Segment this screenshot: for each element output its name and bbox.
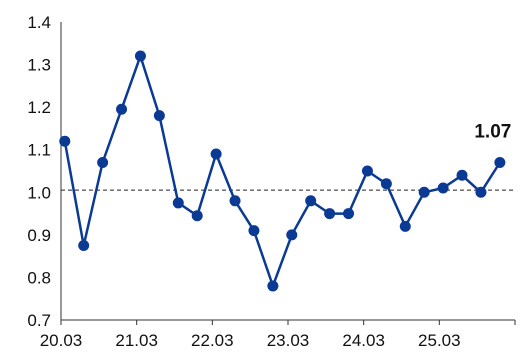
data-point	[399, 220, 411, 232]
data-point	[286, 229, 298, 241]
data-point	[78, 240, 90, 251]
x-tick-label: 25.03	[418, 331, 461, 350]
data-point	[343, 208, 355, 220]
x-axis-tick-labels: 20.03 21.03 22.03 23.03 24.03 25.03	[40, 331, 461, 350]
x-axis-ticks	[60, 320, 516, 325]
data-point	[248, 225, 260, 237]
y-tick-label: 1.0	[27, 183, 51, 202]
data-point	[305, 195, 317, 207]
data-point	[153, 110, 165, 122]
data-point	[134, 50, 146, 62]
y-tick-label: 1.4	[27, 13, 51, 32]
x-tick-label: 20.03	[40, 331, 83, 350]
y-tick-label: 0.8	[27, 268, 51, 287]
x-tick-label: 23.03	[267, 331, 310, 350]
data-point	[97, 156, 109, 168]
data-point	[116, 103, 128, 115]
data-point	[418, 186, 430, 198]
data-point	[191, 210, 203, 222]
y-tick-label: 1.1	[27, 141, 51, 160]
data-point	[456, 169, 468, 181]
x-tick-label: 21.03	[115, 331, 158, 350]
data-point	[172, 197, 184, 209]
data-point	[475, 186, 487, 198]
y-tick-label: 0.9	[27, 226, 51, 245]
y-axis-tick-labels: 0.7 0.8 0.9 1.0 1.1 1.2 1.3 1.4	[27, 13, 51, 330]
series-line	[63, 54, 501, 288]
data-point	[324, 208, 336, 220]
data-point	[361, 165, 373, 177]
data-point	[210, 148, 222, 160]
x-tick-label: 24.03	[342, 331, 385, 350]
data-point	[437, 182, 449, 194]
data-point	[267, 280, 279, 292]
last-value-label: 1.07	[474, 121, 511, 142]
data-point	[59, 135, 71, 147]
x-tick-label: 22.03	[191, 331, 234, 350]
data-point	[494, 156, 506, 168]
y-tick-label: 1.2	[27, 98, 51, 117]
data-point	[229, 195, 241, 207]
y-tick-label: 1.3	[27, 56, 51, 75]
y-tick-label: 0.7	[27, 311, 51, 330]
series-points	[59, 50, 506, 292]
data-point	[380, 178, 392, 190]
